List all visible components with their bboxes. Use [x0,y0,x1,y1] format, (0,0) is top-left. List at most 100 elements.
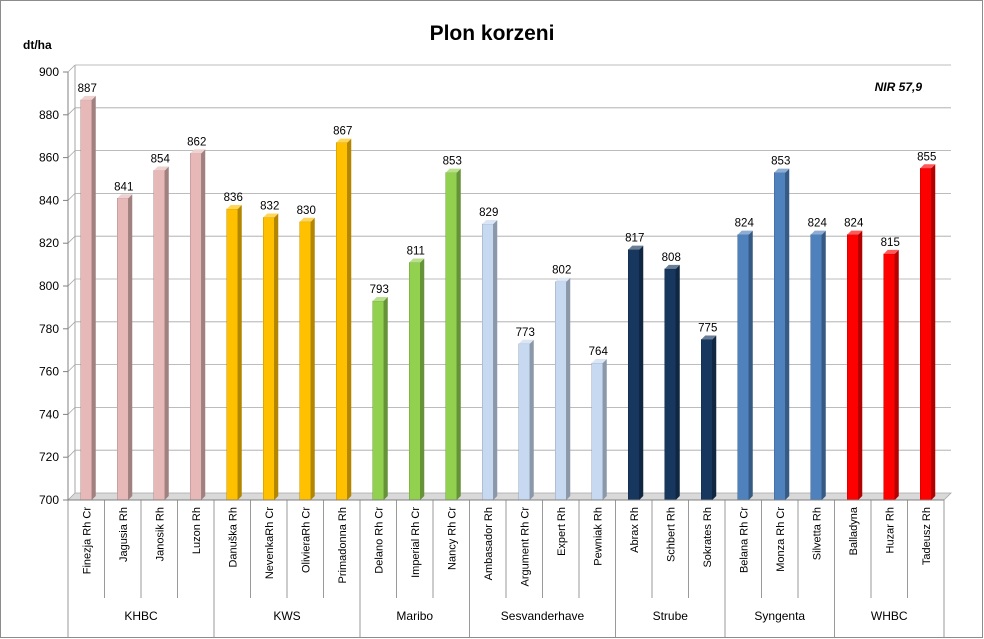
bar [482,219,498,501]
y-tick-label: 820 [39,236,59,250]
gridline [67,449,76,458]
nir-annotation: NIR 57,9 [874,80,922,94]
gridline [67,107,76,116]
bar-side [456,168,461,500]
plot-area [68,65,951,500]
category-label: Tadeusz Rh [921,507,933,565]
bar-top [810,230,826,235]
data-label: 836 [224,192,243,204]
group-label: Strube [653,609,689,623]
y-axis-unit-label: dt/ha [23,38,52,52]
category-label: Belana Rh Cr [738,507,750,573]
bar-side [529,339,534,500]
category-label: Jagusia Rh [118,507,130,562]
data-label: 824 [735,218,755,230]
chart-title: Plon korzeni [429,22,555,45]
gridline [67,278,76,287]
data-label: 862 [187,136,206,148]
y-tick-label: 760 [39,365,59,379]
bar-top [263,213,279,218]
gridline [67,364,76,372]
bar-front [847,234,859,501]
bar-side [602,359,607,500]
bar-front [117,198,129,501]
bar-top [409,258,425,263]
category-label: Imperial Rh Cr [410,507,422,578]
data-label: 853 [443,156,462,168]
gridline [67,321,76,330]
bar-front [555,281,567,501]
category-label: Primadonna Rh [337,507,349,583]
bar-side [310,217,315,501]
bar [299,217,315,501]
bar-top [336,138,352,143]
data-label: 773 [516,327,535,339]
bar-front [372,300,384,501]
gridline [67,235,76,244]
bar-top [628,245,644,250]
category-label: Monza Rh Cr [775,507,787,572]
y-tick-label: 880 [39,108,59,122]
bar-top [299,217,315,222]
data-label: 817 [625,233,644,245]
bar-front [263,217,275,501]
category-label: NevenkaRh Cr [264,507,276,579]
bar-top [847,230,863,235]
bar-front [190,153,202,501]
category-label: Schbert Rh [665,507,677,562]
data-label: 887 [78,83,97,95]
y-tick-label: 900 [39,65,59,79]
data-label: 764 [589,346,609,358]
bar-side [821,230,826,500]
bar [555,277,571,501]
bar-top [445,168,461,173]
bar [409,258,425,501]
category-label: Sokrates Rh [702,507,714,568]
bar-top [774,168,790,173]
bar [591,359,607,501]
bar-front [80,99,92,501]
category-label: Delano Rh Cr [373,507,385,574]
data-label: 867 [333,126,352,138]
bar-top [555,277,571,282]
bar [883,249,899,501]
data-label: 815 [881,237,900,249]
data-label: 854 [151,153,171,165]
gridline [67,407,76,415]
bar-front [153,170,165,501]
bar-top [482,219,498,224]
category-label: Finezja Rh Cr [81,507,93,575]
bar-side [785,168,790,500]
bar-top [226,204,242,209]
gridline [67,64,76,73]
data-label: 829 [479,207,498,219]
bar-side [639,245,644,500]
data-label: 802 [552,265,571,277]
bar-front [810,234,822,501]
bar-front [226,208,238,501]
data-label: 811 [407,245,425,257]
bar [847,230,863,501]
category-label: Pewniak Rh [592,507,604,566]
group-label: Syngenta [754,609,805,623]
bar-side [894,249,899,500]
bar [190,149,206,501]
bar-side [383,296,388,500]
group-label: KHBC [124,609,158,623]
bar-side [274,213,279,500]
group-label: WHBC [871,609,908,623]
bar [336,138,352,501]
group-label: KWS [273,609,300,623]
bar-front [774,172,786,501]
category-label: Abrax Rh [629,507,641,553]
bar-side [748,230,753,500]
data-label: 855 [917,151,936,163]
bar-side [201,149,206,500]
bar-top [153,166,169,171]
bar-side [858,230,863,500]
bar-top [883,249,899,254]
data-label: 841 [114,181,133,193]
bar-side [347,138,352,500]
bar-side [566,277,571,500]
